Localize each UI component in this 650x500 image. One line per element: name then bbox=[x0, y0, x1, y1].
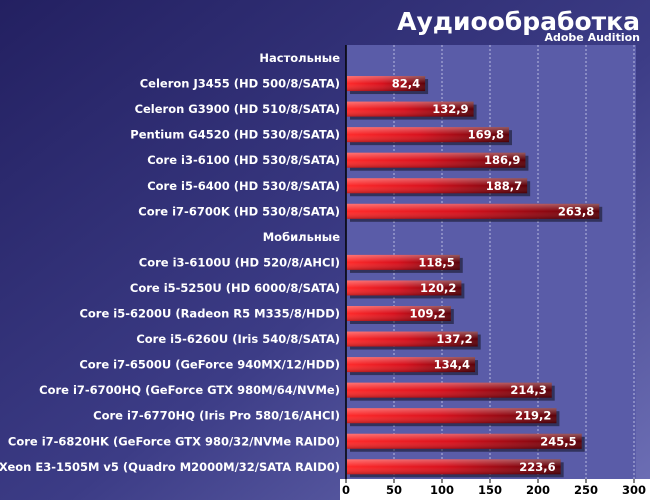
value-label: 132,9 bbox=[432, 102, 468, 116]
value-label: 214,3 bbox=[510, 383, 546, 397]
bar-highlight bbox=[347, 101, 474, 117]
category-label: Pentium G4520 (HD 530/8/SATA) bbox=[130, 128, 340, 142]
bar-highlight bbox=[347, 357, 476, 373]
value-label: 245,5 bbox=[540, 434, 576, 448]
category-label: Core i3-6100 (HD 530/8/SATA) bbox=[147, 153, 340, 167]
chart-title: Аудиообработка bbox=[397, 7, 640, 36]
bar-highlight bbox=[347, 331, 478, 347]
category-label: Core i5-5250U (HD 6000/8/SATA) bbox=[130, 281, 340, 295]
category-label: Core i7-6700HQ (GeForce GTX 980M/64/NVMe… bbox=[39, 383, 340, 397]
bar-highlight bbox=[347, 152, 526, 168]
value-label: 109,2 bbox=[409, 307, 445, 321]
chart-subtitle: Adobe Audition bbox=[544, 31, 640, 44]
value-label: 169,8 bbox=[468, 128, 504, 142]
x-axis-ticks: 0 50 100 150 200 250 300 bbox=[342, 479, 646, 497]
x-tick-label: 300 bbox=[622, 483, 646, 497]
x-tick-label: 150 bbox=[478, 483, 502, 497]
category-label: Core i3-6100U (HD 520/8/AHCI) bbox=[139, 255, 340, 269]
bar-highlight bbox=[347, 178, 528, 194]
value-label: 188,7 bbox=[486, 179, 522, 193]
category-label: Xeon E3-1505M v5 (Quadro M2000M/32/SATA … bbox=[0, 460, 340, 474]
bar-highlight bbox=[347, 433, 582, 449]
bar-highlight bbox=[347, 280, 462, 296]
bar-highlight bbox=[347, 306, 451, 321]
value-label: 263,8 bbox=[558, 204, 594, 218]
x-tick-label: 100 bbox=[430, 483, 454, 497]
bar-highlight bbox=[347, 203, 600, 219]
value-label: 118,5 bbox=[418, 255, 454, 269]
value-label: 219,2 bbox=[515, 409, 551, 423]
category-label: Core i7-6820HK (GeForce GTX 980/32/NVMe … bbox=[8, 434, 340, 448]
value-label: 134,4 bbox=[434, 358, 470, 372]
value-label: 223,6 bbox=[519, 460, 555, 474]
bar-highlight bbox=[347, 382, 552, 398]
category-label: Core i7-6700K (HD 530/8/SATA) bbox=[138, 204, 340, 218]
value-label: 186,9 bbox=[484, 153, 520, 167]
category-label: Core i7-6500U (GeForce 940MX/12/HDD) bbox=[79, 358, 340, 372]
group-label: Настольные bbox=[259, 51, 340, 65]
chart-rows: Настольные Celeron J3455 (HD 500/8/SATA) 8… bbox=[0, 51, 603, 478]
value-label: 137,2 bbox=[436, 332, 472, 346]
category-label: Celeron G3900 (HD 510/8/SATA) bbox=[135, 102, 340, 116]
category-label: Core i5-6260U (Iris 540/8/SATA) bbox=[136, 332, 340, 346]
bar-highlight bbox=[347, 254, 460, 270]
bar-highlight bbox=[347, 127, 510, 143]
x-tick-label: 250 bbox=[574, 483, 598, 497]
x-tick-label: 50 bbox=[386, 483, 402, 497]
bar-highlight bbox=[347, 408, 557, 424]
bar-highlight bbox=[347, 76, 426, 92]
x-tick-label: 200 bbox=[526, 483, 550, 497]
category-label: Core i7-6770HQ (Iris Pro 580/16/AHCI) bbox=[93, 409, 340, 423]
value-label: 82,4 bbox=[392, 77, 420, 91]
category-label: Core i5-6200U (Radeon R5 M335/8/HDD) bbox=[79, 307, 340, 321]
group-label: Мобильные bbox=[263, 230, 340, 244]
value-label: 120,2 bbox=[420, 281, 456, 295]
bar-highlight bbox=[347, 459, 561, 475]
category-label: Celeron J3455 (HD 500/8/SATA) bbox=[140, 77, 340, 91]
x-axis-band bbox=[340, 479, 650, 500]
x-tick-label: 0 bbox=[342, 483, 350, 497]
category-label: Core i5-6400 (HD 530/8/SATA) bbox=[147, 179, 340, 193]
